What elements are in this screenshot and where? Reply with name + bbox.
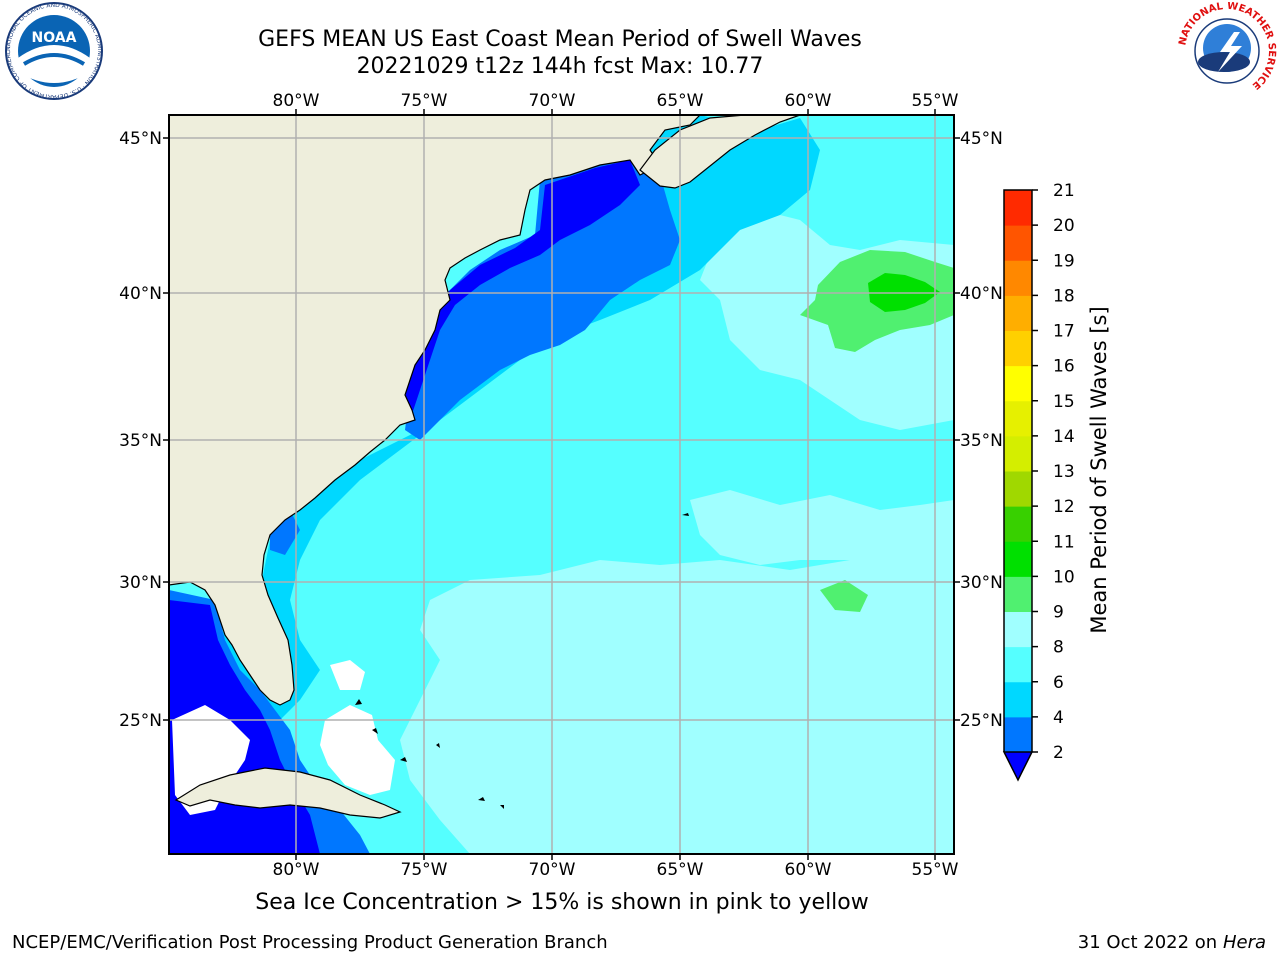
colorbar-band (1004, 611, 1032, 648)
colorbar-band (1004, 190, 1032, 226)
colorbar-ticks: 2 4 6 8 9 10 11 12 13 14 15 16 17 18 19 20 21 (1032, 181, 1075, 763)
field-4-6s-coastal (169, 115, 820, 770)
noaa-logo: NATIONAL OCEANIC AND ATMOSPHERIC ADMINIS… (2, 2, 103, 100)
colorbar-tick-label: 12 (1053, 497, 1075, 517)
lat-tick-label-right: 30°N (960, 573, 1003, 593)
colorbar-band (1004, 646, 1032, 683)
lon-tick-label-top: 80°W (273, 91, 320, 111)
lat-tick-label-right: 25°N (960, 711, 1003, 731)
lon-tick-label-bottom: 65°W (657, 860, 704, 880)
noaa-logo-text: NOAA (32, 30, 77, 46)
no-data-region (320, 705, 395, 795)
map-ticks (163, 109, 960, 860)
lat-tick-label-left: 45°N (119, 129, 162, 149)
lat-tick-label-left: 35°N (119, 431, 162, 451)
lat-tick-label-right: 35°N (960, 431, 1003, 451)
map-frame (168, 114, 955, 855)
colorbar-band (1004, 365, 1032, 402)
field-8-9s-south-east (400, 550, 954, 854)
colorbar-band (1004, 225, 1032, 261)
colorbar-band (1004, 435, 1032, 472)
colorbar-band (1004, 330, 1032, 367)
colorbar-band (1004, 541, 1032, 577)
colorbar-tick-label: 6 (1053, 673, 1064, 693)
lon-tick-label-top: 65°W (657, 91, 704, 111)
colorbar-tick-label: 10 (1053, 567, 1075, 587)
map-subtitle: 20221029 t12z 144h fcst Max: 10.77 (356, 54, 764, 79)
land-us-east-coast (169, 115, 701, 706)
colorbar-tick-label: 9 (1053, 603, 1064, 623)
colorbar-tick-label: 11 (1053, 532, 1075, 552)
colorbar-under-arrow (1002, 751, 1034, 782)
colorbar-tick-label: 18 (1053, 286, 1075, 306)
footer-date: 31 Oct 2022 on Hera (1078, 932, 1266, 953)
no-data-region (330, 660, 365, 690)
lon-tick-label-top: 75°W (401, 91, 448, 111)
lon-tick-label-bottom: 70°W (529, 860, 576, 880)
lat-tick-label-left: 40°N (119, 284, 162, 304)
lon-tick-label-top: 55°W (912, 91, 959, 111)
colorbar-bands (1002, 189, 1034, 782)
colorbar-tick-label: 4 (1053, 708, 1064, 728)
footer-host: Hera (1222, 932, 1266, 953)
lon-tick-label-bottom: 75°W (401, 860, 448, 880)
lon-tick-label-bottom: 60°W (785, 860, 832, 880)
lat-tick-label-right: 40°N (960, 284, 1003, 304)
map-title: GEFS MEAN US East Coast Mean Period of S… (258, 27, 862, 52)
colorbar-tick-label: 16 (1053, 357, 1075, 377)
colorbar-tick-label: 20 (1053, 216, 1075, 236)
colorbar-band (1004, 576, 1032, 612)
lat-tick-label-left: 30°N (119, 573, 162, 593)
colorbar-tick-label: 17 (1053, 322, 1075, 342)
field-9-10s-south (820, 580, 868, 612)
sea-ice-note: Sea Ice Concentration > 15% is shown in … (255, 890, 869, 915)
lon-tick-label-top: 60°W (785, 91, 832, 111)
graticule (169, 115, 954, 854)
colorbar-band (1004, 681, 1032, 718)
colorbar-tick-label: 13 (1053, 462, 1075, 482)
colorbar-tick-label: 21 (1053, 181, 1075, 201)
lat-tick-label-left: 25°N (119, 711, 162, 731)
lon-tick-label-bottom: 80°W (273, 860, 320, 880)
colorbar-label: Mean Period of Swell Waves [s] (1087, 306, 1111, 633)
no-data-region (172, 705, 250, 815)
colorbar-tick-label: 8 (1053, 638, 1064, 658)
colorbar-band (1004, 260, 1032, 296)
map-content (169, 115, 954, 854)
field-2-4s (405, 150, 680, 440)
footer-date-text: 31 Oct 2022 on (1077, 932, 1223, 953)
colorbar-tick-label: 14 (1053, 427, 1075, 447)
nws-logo: NATIONAL WEATHER SERVICE (1177, 2, 1277, 99)
colorbar-band (1004, 471, 1032, 507)
lon-tick-label-bottom: 55°W (912, 860, 959, 880)
land-cuba (174, 767, 402, 819)
colorbar-tick-label: 19 (1053, 251, 1075, 271)
colorbar-band (1004, 400, 1032, 437)
colorbar-tick-label: 2 (1053, 743, 1064, 763)
colorbar-tick-label: 15 (1053, 392, 1075, 412)
field-under-2s (405, 160, 640, 420)
colorbar-band (1004, 295, 1032, 331)
field-8-9s-mid-patch (690, 490, 954, 570)
footer-credit: NCEP/EMC/Verification Post Processing Pr… (12, 932, 608, 953)
colorbar-band (1004, 506, 1032, 542)
lat-tick-label-right: 45°N (960, 129, 1003, 149)
lon-tick-label-top: 70°W (529, 91, 576, 111)
colorbar-band (1004, 716, 1032, 753)
